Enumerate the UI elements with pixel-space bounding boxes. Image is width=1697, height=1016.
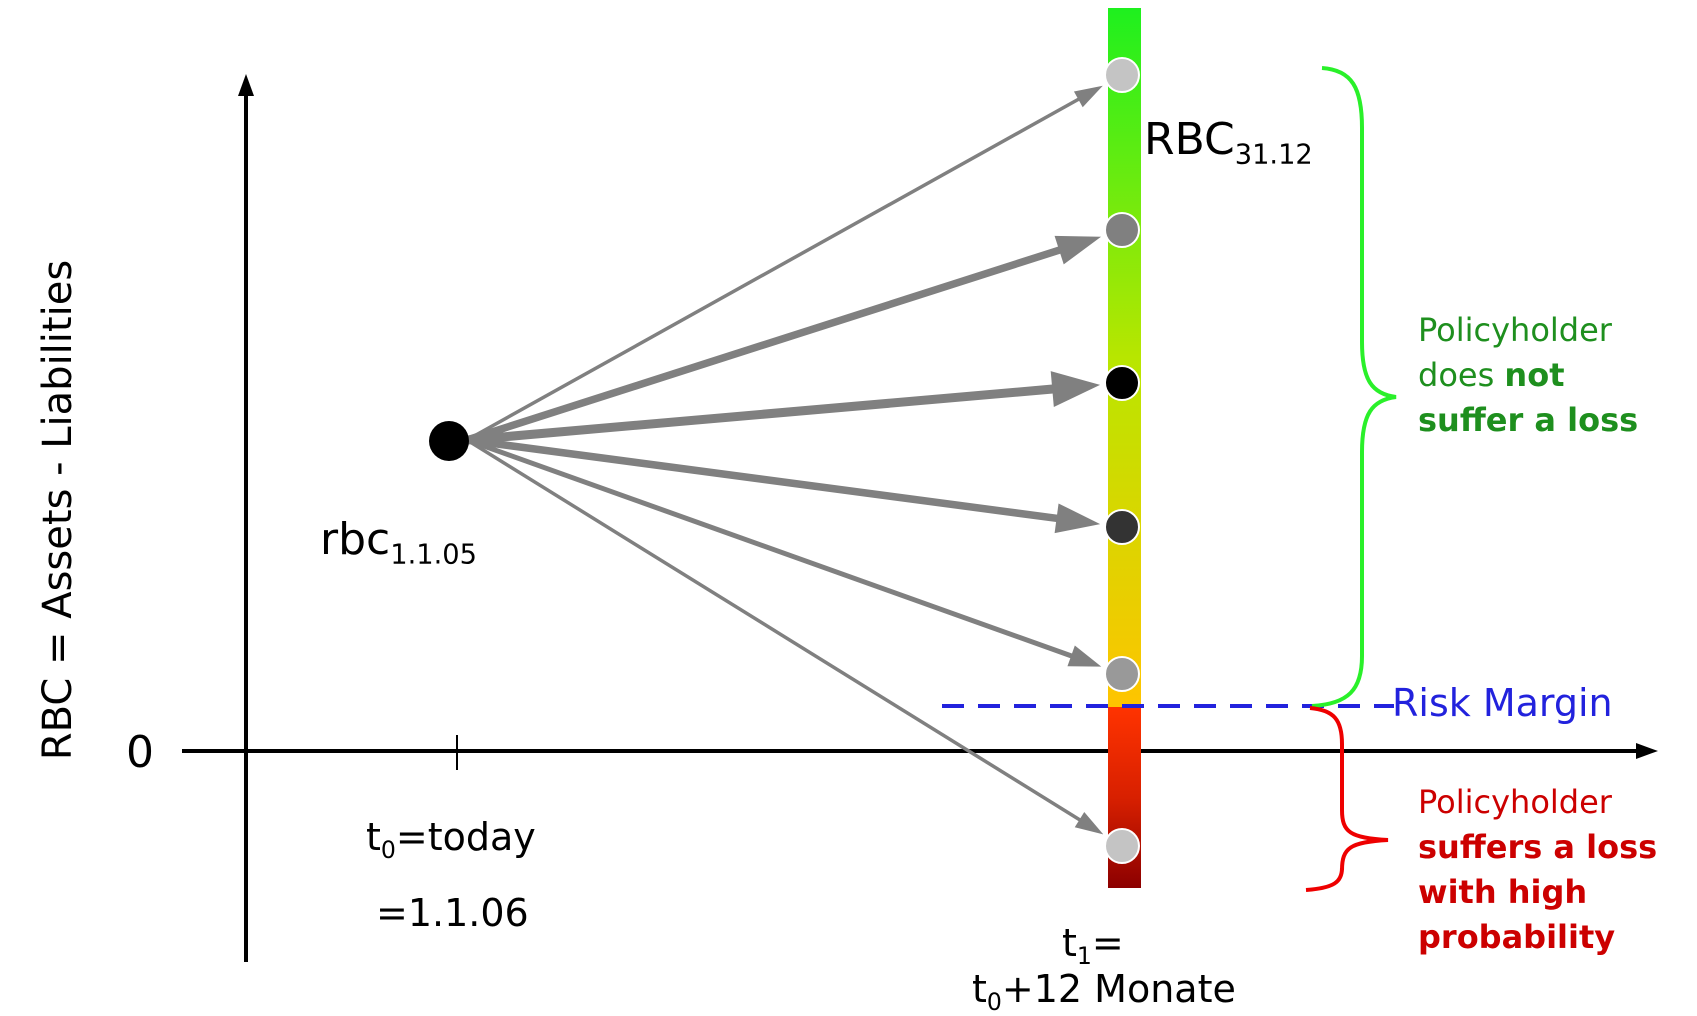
dot-outcome-2 [1104,212,1140,248]
zero-label: 0 [126,727,154,778]
arrow-outcome-3 [466,384,1055,445]
dot-outcome-3 [1104,365,1140,401]
arrow-outcome-6 [466,438,1083,823]
y-axis-label: RBC = Assets - Liabilities [35,259,81,761]
dot-outcome-1 [1104,57,1140,93]
outcome-bar-upper [1108,8,1141,707]
dot-outcome-5 [1104,656,1140,692]
start-dot [429,421,469,461]
arrowhead-outcome-1 [1073,85,1103,108]
t0-date-label: =1.1.06 [376,891,529,935]
start-label: rbc1.1.05 [320,514,477,571]
t1-definition-label: t0+12 Monate [972,967,1236,1016]
no-loss-annotation: Policyholder does not suffer a loss [1418,311,1639,439]
dot-outcome-4 [1104,509,1140,545]
arrowhead-outcome-6 [1074,812,1104,835]
arrowhead-outcome-4 [1054,503,1101,534]
arrow-outcome-5 [466,437,1074,659]
dot-outcome-6 [1104,828,1140,864]
t1-label: t1= [1062,921,1124,971]
x-axis-arrowhead [1636,743,1658,759]
loss-brace [1305,706,1389,892]
t0-label: t0=today [366,815,536,865]
no-loss-brace [1311,66,1397,708]
arrow-outcome-4 [466,436,1060,523]
arrowhead-outcome-3 [1050,371,1101,408]
arrow-outcome-2 [465,245,1063,444]
risk-margin-label: Risk Margin [1392,681,1613,725]
end-label: RBC31.12 [1144,114,1313,171]
outcome-arrows [465,85,1104,835]
y-axis-arrowhead [238,74,254,96]
arrowhead-outcome-2 [1054,235,1102,265]
arrow-outcome-1 [466,96,1081,442]
loss-annotation: Policyholder suffers a loss with high pr… [1418,783,1658,956]
outcome-dots [1104,57,1140,864]
arrowhead-outcome-5 [1067,645,1102,667]
